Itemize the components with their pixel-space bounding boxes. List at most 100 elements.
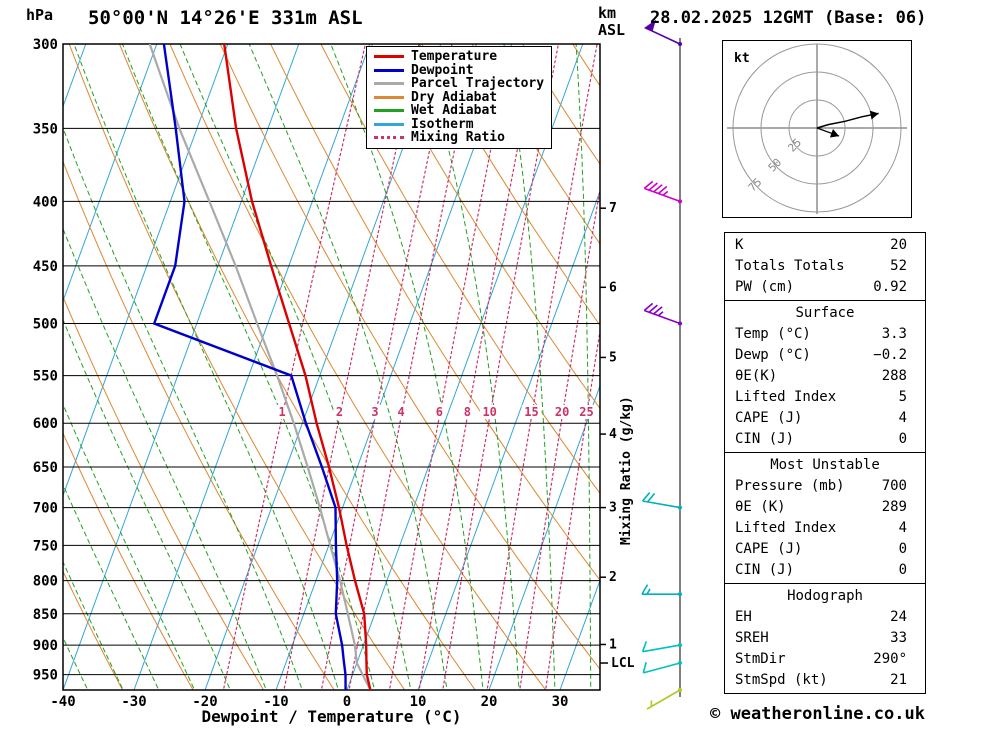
wind-barb	[643, 180, 682, 204]
mixing-ratio-value-label: 1	[278, 405, 285, 419]
wind-barb-column	[641, 19, 682, 710]
temperature-tick-label: 10	[410, 694, 427, 710]
speed-ring-label: 25	[785, 136, 804, 155]
metric-label: Dewp (°C)	[735, 347, 811, 363]
metric-value: 4	[898, 410, 907, 426]
table-row: StmSpd (kt) 21	[725, 670, 925, 691]
metric-label: CIN (J)	[735, 562, 795, 578]
table-row: Temp (°C) 3.3	[725, 324, 925, 345]
hodograph-border	[722, 40, 912, 218]
legend-label: Dewpoint	[411, 62, 474, 78]
km-tick-label: 5	[609, 350, 617, 365]
km-label: km	[598, 4, 617, 22]
pressure-tick-label: 750	[33, 538, 58, 554]
pressure-tick-label: 300	[33, 37, 58, 53]
metric-value: 52	[890, 258, 907, 274]
metric-value: 33	[890, 630, 907, 646]
metric-value: 290°	[873, 651, 907, 667]
metric-label: SREH	[735, 630, 769, 646]
metric-value: 289	[881, 499, 907, 515]
metric-value: 4	[898, 520, 907, 536]
metric-value: 0	[898, 541, 907, 557]
table-row: θE(K) 288	[725, 366, 925, 387]
temperature-tick-label: -10	[263, 694, 288, 710]
legend-label: Mixing Ratio	[411, 130, 505, 146]
copyright: © weatheronline.co.uk	[710, 704, 925, 724]
table-row: Dewp (°C) −0.2	[725, 345, 925, 366]
speed-ring	[760, 71, 874, 185]
legend-item: Parcel Trajectory	[374, 77, 544, 91]
pressure-tick-label: 500	[33, 316, 58, 332]
km-tick-label: 1	[609, 637, 617, 652]
wind-barb	[643, 19, 682, 46]
table-section-header: Surface	[795, 305, 855, 321]
mixing-ratio-axis-label: Mixing Ratio (g/kg)	[619, 396, 634, 545]
metric-label: Lifted Index	[735, 520, 837, 536]
legend-label: Temperature	[411, 49, 498, 65]
km-tick-label: 4	[609, 427, 617, 442]
metric-label: CAPE (J)	[735, 541, 803, 557]
asl-label: ASL	[598, 21, 626, 39]
metric-value: 3.3	[881, 326, 907, 342]
metric-value: −0.2	[873, 347, 907, 363]
metric-label: K	[735, 237, 744, 253]
metric-label: θE(K)	[735, 368, 778, 384]
wind-barb	[643, 302, 682, 326]
metric-value: 20	[890, 237, 907, 253]
mixing-ratio-value-label: 15	[524, 405, 538, 419]
table-row: K 20	[725, 235, 925, 256]
chart-legend: Temperature Dewpoint Parcel Trajectory Dry …	[366, 46, 553, 149]
wind-barb	[641, 492, 682, 510]
table-row: Pressure (mb) 700	[725, 476, 925, 497]
legend-label: Parcel Trajectory	[411, 76, 545, 92]
legend-item: Mixing Ratio	[374, 131, 544, 145]
metric-label: Temp (°C)	[735, 326, 811, 342]
mixing-ratio-value-label: 25	[579, 405, 593, 419]
temperature-tick-label: 30	[552, 694, 569, 710]
km-tick-label: 2	[609, 570, 617, 585]
metric-value: 0	[898, 431, 907, 447]
indices-table-1: Surface Temp (°C) 3.3 Dewp (°C) −0.2 θE(K) 288…	[724, 300, 926, 453]
legend-swatch-mixing-ratio	[374, 136, 404, 140]
table-row: EH 24	[725, 607, 925, 628]
table-row: CAPE (J) 0	[725, 539, 925, 560]
speed-ring	[788, 99, 846, 157]
table-row: CIN (J) 0	[725, 429, 925, 450]
km-tick-label: 3	[609, 501, 617, 516]
temperature-tick-label: -30	[121, 694, 146, 710]
mixing-ratio-value-label: 4	[398, 405, 405, 419]
pressure-tick-label: 350	[33, 121, 58, 137]
station-title: 50°00'N 14°26'E 331m ASL	[88, 7, 363, 29]
metric-label: StmSpd (kt)	[735, 672, 828, 688]
plot-border	[62, 43, 601, 691]
hodograph-unit-label: kt	[734, 51, 750, 66]
dewpoint-curve	[152, 44, 347, 690]
pressure-tick-label: 400	[33, 194, 58, 210]
wind-barb	[646, 688, 682, 710]
table-row: SREH 33	[725, 628, 925, 649]
temperature-tick-label: -40	[50, 694, 75, 710]
legend-item: Dewpoint	[374, 64, 544, 78]
temperature-tick-label: 0	[343, 694, 351, 710]
table-row: Totals Totals 52	[725, 256, 925, 277]
legend-label: Isotherm	[411, 116, 474, 132]
table-section-header: Hodograph	[787, 588, 863, 604]
mixing-ratio-value-label: 2	[336, 405, 343, 419]
legend-label: Wet Adiabat	[411, 103, 498, 119]
legend-swatch-wet-adiabat	[374, 109, 404, 113]
wind-barb	[641, 584, 682, 597]
mixing-ratio-value-label: 6	[436, 405, 443, 419]
indices-table-2: Most Unstable Pressure (mb) 700 θE (K) 289 Li…	[724, 452, 926, 584]
lcl-label: LCL	[611, 656, 635, 671]
pressure-tick-label: 450	[33, 259, 58, 275]
table-row: CIN (J) 0	[725, 560, 925, 581]
mixing-ratio-value-label: 10	[482, 405, 496, 419]
legend-swatch-dry-adiabat	[374, 95, 404, 99]
legend-item: Dry Adiabat	[374, 91, 544, 105]
pressure-tick-label: 700	[33, 501, 58, 517]
temperature-curve	[223, 44, 372, 690]
legend-label: Dry Adiabat	[411, 89, 498, 105]
temperature-tick-label: -20	[192, 694, 217, 710]
metric-value: 700	[881, 478, 907, 494]
